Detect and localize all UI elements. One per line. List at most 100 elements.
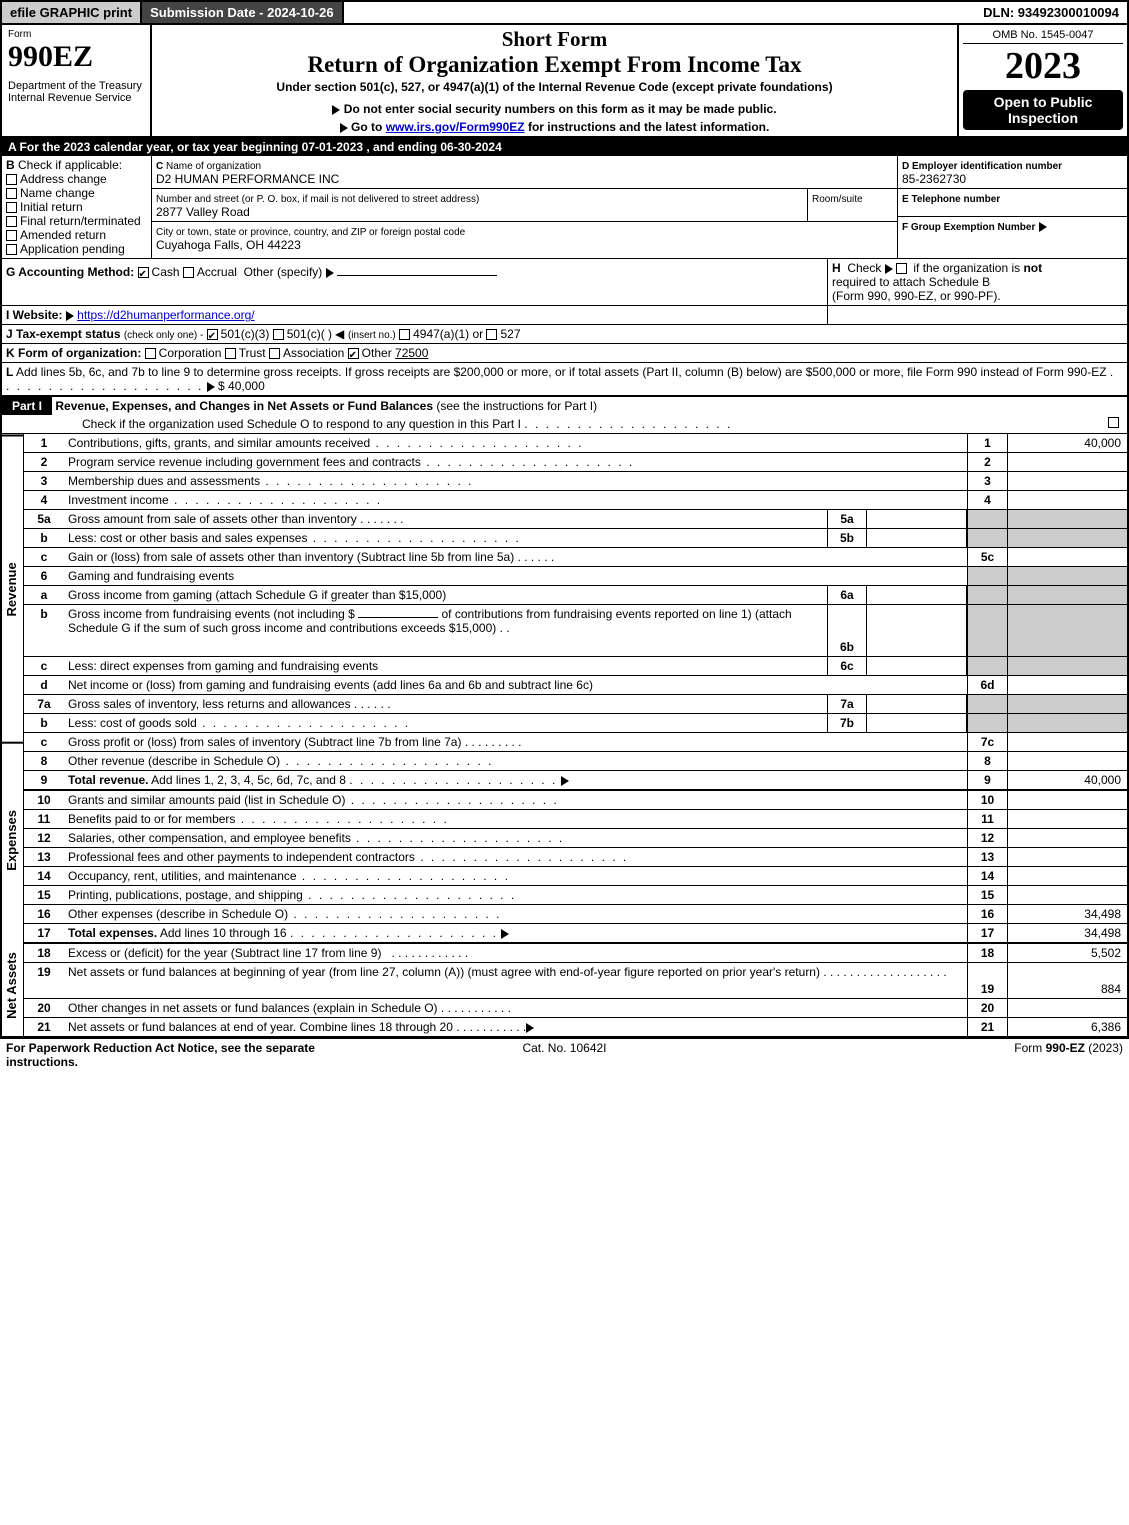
line-20: 20 Other changes in net assets or fund b… <box>24 999 1127 1018</box>
line-17-rest: Add lines 10 through 16 <box>157 926 286 940</box>
line-rightnum: 8 <box>967 752 1007 770</box>
checkbox-trust[interactable] <box>225 348 236 359</box>
line-desc: Membership dues and assessments <box>64 472 967 490</box>
line-amount <box>1007 752 1127 770</box>
checkbox-initial-return[interactable] <box>6 202 17 213</box>
line-amount-grey <box>1007 714 1127 732</box>
j-501c3: 501(c)(3) <box>221 327 270 341</box>
line-amount: 6,386 <box>1007 1018 1127 1036</box>
line-rightnum: 11 <box>967 810 1007 828</box>
checkbox-527[interactable] <box>486 329 497 340</box>
line-num: 18 <box>24 944 64 962</box>
j-insert: (insert no.) <box>348 330 396 341</box>
efile-print-button[interactable]: efile GRAPHIC print <box>2 2 142 23</box>
c-label: C <box>156 161 163 172</box>
footer-r2: 990-EZ <box>1046 1041 1085 1055</box>
line-17-bold: Total expenses. <box>68 926 157 940</box>
checkbox-4947[interactable] <box>399 329 410 340</box>
arrow-icon <box>326 268 334 278</box>
line-num: 1 <box>24 434 64 452</box>
line-amount <box>1007 453 1127 471</box>
line-rightnum: 14 <box>967 867 1007 885</box>
checkbox-cash[interactable] <box>138 267 149 278</box>
line-6c: c Less: direct expenses from gaming and … <box>24 657 1127 676</box>
checkbox-corporation[interactable] <box>145 348 156 359</box>
h-text1: Check <box>847 261 881 275</box>
opt-amended-return: Amended return <box>20 228 106 242</box>
line-6b: b Gross income from fundraising events (… <box>24 605 1127 657</box>
dots <box>524 417 732 431</box>
part1-grid: Revenue Expenses Net Assets 1 Contributi… <box>0 434 1129 1038</box>
line-7b: b Less: cost of goods sold 7b <box>24 714 1127 733</box>
line-9-rest: Add lines 1, 2, 3, 4, 5c, 6d, 7c, and 8 <box>148 773 345 787</box>
line-num: c <box>24 657 64 675</box>
line-6: 6 Gaming and fundraising events <box>24 567 1127 586</box>
line-num: b <box>24 605 64 656</box>
form-title-block: Short Form Return of Organization Exempt… <box>152 25 957 136</box>
sub-num: 7a <box>827 695 867 713</box>
j-4947: 4947(a)(1) or <box>413 327 483 341</box>
checkbox-501c3[interactable] <box>207 329 218 340</box>
line-9: 9 Total revenue. Add lines 1, 2, 3, 4, 5… <box>24 771 1127 791</box>
goto-post: for instructions and the latest informat… <box>528 120 769 134</box>
line-17: 17 Total expenses. Add lines 10 through … <box>24 924 1127 944</box>
line-rightnum-grey <box>967 714 1007 732</box>
line-rightnum: 10 <box>967 791 1007 809</box>
line-rightnum: 1 <box>967 434 1007 452</box>
submission-date-button[interactable]: Submission Date - 2024-10-26 <box>142 2 344 23</box>
checkbox-address-change[interactable] <box>6 174 17 185</box>
k-assoc: Association <box>283 346 344 360</box>
checkbox-accrual[interactable] <box>183 267 194 278</box>
checkbox-final-return[interactable] <box>6 216 17 227</box>
section-i: I Website: https://d2humanperformance.or… <box>0 306 1129 325</box>
line-num: 2 <box>24 453 64 471</box>
sub-val <box>867 605 967 656</box>
line-desc: Excess or (deficit) for the year (Subtra… <box>64 944 967 962</box>
checkbox-amended-return[interactable] <box>6 230 17 241</box>
checkbox-schedule-o[interactable] <box>1108 417 1119 428</box>
arrow-icon <box>66 311 74 321</box>
topbar-spacer <box>344 2 976 23</box>
checkbox-other-org[interactable] <box>348 348 359 359</box>
sub-num: 6c <box>827 657 867 675</box>
checkbox-501c[interactable] <box>273 329 284 340</box>
opt-final-return: Final return/terminated <box>20 214 141 228</box>
website-link[interactable]: https://d2humanperformance.org/ <box>77 308 254 322</box>
org-name: D2 HUMAN PERFORMANCE INC <box>156 172 339 186</box>
line-7a: 7a Gross sales of inventory, less return… <box>24 695 1127 714</box>
sub-val <box>867 657 967 675</box>
e-label: E Telephone number <box>902 194 1000 205</box>
line-desc: Gross sales of inventory, less returns a… <box>64 695 827 713</box>
irs-link[interactable]: www.irs.gov/Form990EZ <box>386 120 525 134</box>
line-rightnum-grey <box>967 657 1007 675</box>
line-rightnum-grey <box>967 510 1007 528</box>
line-amount: 40,000 <box>1007 771 1127 789</box>
arrow-icon <box>207 382 215 392</box>
line-num: c <box>24 733 64 751</box>
checkbox-association[interactable] <box>269 348 280 359</box>
dots <box>290 926 498 940</box>
line-desc: Other revenue (describe in Schedule O) <box>64 752 967 770</box>
line-amount <box>1007 791 1127 809</box>
dots <box>349 773 557 787</box>
line-desc: Other expenses (describe in Schedule O) <box>64 905 967 923</box>
ssn-warning: Do not enter social security numbers on … <box>160 102 949 116</box>
line-num: 5a <box>24 510 64 528</box>
checkbox-name-change[interactable] <box>6 188 17 199</box>
line-amount-grey <box>1007 657 1127 675</box>
dln-label: DLN: 93492300010094 <box>975 2 1127 23</box>
line-desc: Gross profit or (loss) from sales of inv… <box>64 733 967 751</box>
checkbox-schedule-b[interactable] <box>896 263 907 274</box>
line-rightnum: 13 <box>967 848 1007 866</box>
line-rightnum-grey <box>967 605 1007 656</box>
line-amount-grey <box>1007 586 1127 604</box>
line-amount-grey <box>1007 529 1127 547</box>
line-desc: Grants and similar amounts paid (list in… <box>64 791 967 809</box>
line-amount: 34,498 <box>1007 924 1127 942</box>
line-desc: Gross amount from sale of assets other t… <box>64 510 827 528</box>
arrow-icon <box>526 1023 534 1033</box>
line-desc: Gross income from fundraising events (no… <box>64 605 827 656</box>
form-right: OMB No. 1545-0047 2023 Open to Public In… <box>957 25 1127 136</box>
checkbox-application-pending[interactable] <box>6 244 17 255</box>
line-desc: Gaming and fundraising events <box>64 567 967 585</box>
